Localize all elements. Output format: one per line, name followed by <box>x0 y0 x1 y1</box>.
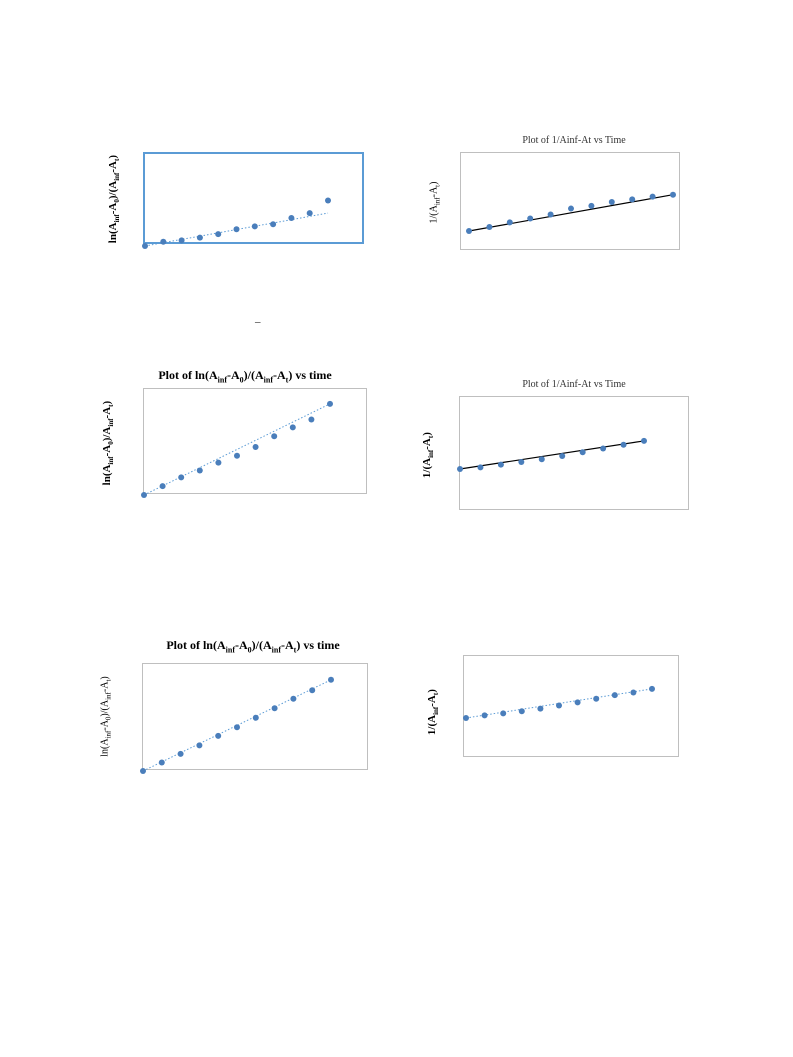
chart-2-point <box>608 198 615 205</box>
chart-1-point <box>142 243 148 249</box>
chart-1-trendline <box>144 212 329 247</box>
chart-6-point <box>574 699 581 706</box>
chart-5-point <box>328 676 334 683</box>
chart-5-title: Plot of ln(Ainf-A0)/(Ainf-At) vs time <box>166 638 340 655</box>
chart-2-point <box>527 215 534 222</box>
chart-1-point <box>288 215 295 221</box>
chart-4-trendline <box>459 440 645 470</box>
chart-6-ylabel: 1/(Ainf-At) <box>425 689 441 736</box>
chart-4-point <box>457 466 463 472</box>
chart-2-point <box>629 196 636 203</box>
chart-2-point <box>649 193 656 200</box>
chart-4-ylabel: 1/(Ainf-At) <box>420 432 436 479</box>
chart-4-point <box>620 441 627 448</box>
chart-3-title: Plot of ln(Ainf-A0)/(Ainf-At) vs time <box>158 368 332 385</box>
chart-4-title: Plot of 1/Ainf-At vs Time <box>522 379 626 390</box>
chart-4-point <box>579 449 586 456</box>
chart-3-point <box>196 467 203 474</box>
chart-6-point <box>630 689 637 696</box>
chart-3-point <box>159 483 166 490</box>
chart-6-point <box>556 702 562 709</box>
chart-5-point <box>271 705 278 712</box>
chart-5-point <box>140 768 146 774</box>
chart-2-point <box>588 202 595 209</box>
chart-5-point <box>177 750 184 757</box>
chart-3-point <box>308 416 315 423</box>
chart-3-trendline <box>143 403 331 496</box>
chart-3-point <box>271 433 278 440</box>
chart-6-point <box>537 705 544 712</box>
chart-1-point <box>233 226 240 233</box>
chart-1-point <box>325 197 331 204</box>
chart-4-point <box>538 456 545 463</box>
chart-1-point <box>251 223 258 230</box>
chart-1-point <box>160 238 167 245</box>
chart-3-svg <box>141 400 333 498</box>
chart-3-point <box>289 424 296 431</box>
chart-6-svg <box>463 685 655 721</box>
chart-4-point <box>518 458 525 465</box>
chart-2-point <box>568 205 574 212</box>
chart-4-plot-area[interactable] <box>457 396 689 510</box>
chart-5-point <box>196 742 203 749</box>
chart-3-point <box>234 452 240 459</box>
chart-1-point <box>215 231 222 238</box>
chart-3-point <box>141 492 147 498</box>
chart-2-point <box>486 224 493 231</box>
chart-5-svg <box>140 676 334 774</box>
chart-3-ylabel: ln(Ainf-A0)/Ainf-At) <box>100 400 116 486</box>
chart-6-point <box>611 692 618 699</box>
chart-2-point <box>466 228 472 234</box>
chart-1-point <box>178 237 185 244</box>
chart-4-point <box>559 453 566 460</box>
chart-5-point <box>309 687 316 694</box>
chart-4-point <box>477 464 484 471</box>
chart-4-svg <box>457 437 647 472</box>
chart-1-point <box>306 210 313 217</box>
chart-5-plot-area[interactable] <box>140 663 368 774</box>
chart-6-point <box>481 712 488 719</box>
chart-2-point <box>547 211 554 218</box>
chart-6-point <box>518 708 525 715</box>
chart-2-title: Plot of 1/Ainf-At vs Time <box>522 135 626 146</box>
chart-2-ylabel: 1/(Ainf-At) <box>428 181 442 224</box>
chart-1-point <box>196 234 203 241</box>
chart-5-point <box>252 714 259 721</box>
chart-3-plot-area[interactable] <box>141 388 367 498</box>
chart-5-point <box>158 759 165 766</box>
chart-3-point <box>252 443 259 450</box>
chart-2-svg <box>466 191 676 234</box>
chart-6-point <box>463 715 469 721</box>
stray-underscore: _ <box>255 312 261 324</box>
chart-6-point <box>500 710 507 717</box>
chart-4-point <box>600 445 607 452</box>
chart-4-point <box>497 461 504 468</box>
chart-1-point <box>270 221 277 228</box>
chart-1-ylabel: ln(Ainf-A0)/(Ainf-At) <box>106 155 122 244</box>
chart-2-trendline <box>468 194 674 232</box>
chart-5-point <box>290 695 297 702</box>
chart-6-point <box>593 695 600 702</box>
chart-1-svg <box>142 197 331 249</box>
chart-2-plot-area[interactable] <box>460 152 680 250</box>
chart-5-ylabel: ln(Ainf-A0)/(Ainf-At) <box>99 676 113 757</box>
chart-1-plot-area[interactable] <box>142 152 364 249</box>
chart-2-point <box>670 191 676 198</box>
chart-5-point <box>234 724 240 731</box>
chart-6-plot-area[interactable] <box>463 655 679 757</box>
chart-3-point <box>178 474 185 481</box>
chart-5-point <box>215 732 222 739</box>
chart-4-point <box>641 437 647 444</box>
chart-3-point <box>327 400 333 407</box>
chart-6-point <box>649 685 655 692</box>
chart-3-point <box>215 459 222 466</box>
chart-2-point <box>506 219 513 226</box>
